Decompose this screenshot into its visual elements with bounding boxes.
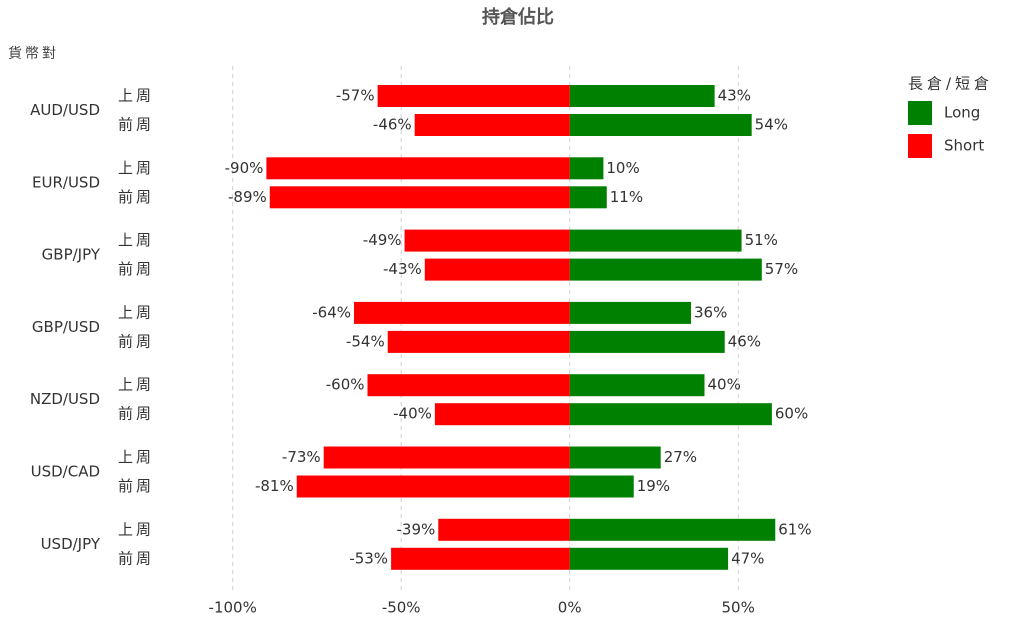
bar: [569, 114, 752, 136]
bar: [569, 229, 742, 252]
x-tick-label: -50%: [382, 599, 421, 617]
data-label: -54%: [346, 332, 385, 350]
legend-swatch: [908, 101, 932, 125]
bar: [569, 186, 607, 209]
x-tick-label: 0%: [558, 599, 582, 617]
bar: [377, 85, 570, 107]
legend-label: Long: [944, 104, 980, 122]
category-label: 前周: [118, 405, 154, 423]
x-tick-label: 50%: [722, 599, 755, 617]
bar: [569, 85, 715, 107]
data-label: 19%: [637, 477, 670, 495]
group-label: GBP/JPY: [42, 246, 101, 264]
category-label: 上周: [118, 376, 154, 394]
category-label: 前周: [118, 332, 154, 350]
data-label: 47%: [731, 549, 764, 567]
group-label: GBP/USD: [32, 318, 100, 336]
bar: [569, 258, 762, 281]
bar: [354, 301, 570, 324]
bar: [569, 446, 661, 469]
data-label: 46%: [728, 332, 761, 350]
x-tick-label: -100%: [209, 599, 257, 617]
data-label: -89%: [228, 188, 267, 206]
data-label: 40%: [708, 376, 741, 394]
legend-label: Short: [944, 137, 984, 155]
category-label: 上周: [118, 159, 154, 177]
legend-swatch: [908, 134, 932, 158]
data-label: 10%: [606, 159, 639, 177]
bar: [569, 330, 725, 353]
bar: [438, 518, 570, 541]
group-label: EUR/USD: [32, 173, 100, 191]
chart-title: 持倉佔比: [482, 6, 554, 28]
data-label: 36%: [694, 303, 727, 321]
data-label: -46%: [373, 116, 412, 134]
legend-title: 長倉/短倉: [908, 75, 993, 93]
bar: [569, 518, 776, 541]
category-label: 前周: [118, 549, 154, 567]
category-label: 上周: [118, 303, 154, 321]
group-label: USD/CAD: [31, 463, 100, 481]
category-label: 上周: [118, 231, 154, 249]
category-label: 上周: [118, 520, 154, 538]
data-label: -60%: [326, 376, 365, 394]
data-label: 61%: [778, 520, 811, 538]
bar: [569, 547, 729, 570]
bar: [387, 330, 570, 353]
data-label: -64%: [312, 303, 351, 321]
bar: [569, 475, 634, 498]
data-label: 51%: [745, 231, 778, 249]
category-label: 前周: [118, 477, 154, 495]
bar: [404, 229, 570, 252]
axis-title: 貨幣對: [8, 45, 59, 62]
bar: [269, 186, 570, 209]
bar: [323, 446, 570, 469]
data-label: 27%: [664, 448, 697, 466]
data-label: -53%: [349, 549, 388, 567]
data-label: -73%: [282, 448, 321, 466]
bar: [569, 157, 604, 180]
data-label: 54%: [755, 116, 788, 134]
data-label: 60%: [775, 405, 808, 423]
data-label: -81%: [255, 477, 294, 495]
category-label: 前周: [118, 188, 154, 206]
bar: [569, 374, 705, 397]
bar: [391, 547, 570, 570]
group-label: NZD/USD: [30, 390, 100, 408]
category-label: 上周: [118, 448, 154, 466]
data-label: -40%: [393, 405, 432, 423]
data-label: 57%: [765, 260, 798, 278]
data-label: -49%: [363, 231, 402, 249]
data-label: -90%: [225, 159, 264, 177]
bar: [569, 301, 692, 324]
data-label: -39%: [397, 520, 436, 538]
bar: [414, 114, 570, 136]
group-label: USD/JPY: [41, 535, 101, 553]
bar: [266, 157, 570, 180]
data-label: 43%: [718, 87, 751, 105]
bar: [569, 403, 772, 426]
group-label: AUD/USD: [30, 101, 100, 119]
bar: [367, 374, 570, 397]
data-label: 11%: [610, 188, 643, 206]
category-label: 上周: [118, 87, 154, 105]
data-label: -43%: [383, 260, 422, 278]
bar: [434, 403, 570, 426]
bar: [424, 258, 570, 281]
data-label: -57%: [336, 87, 375, 105]
category-label: 前周: [118, 116, 154, 134]
category-label: 前周: [118, 260, 154, 278]
bar: [296, 475, 570, 498]
